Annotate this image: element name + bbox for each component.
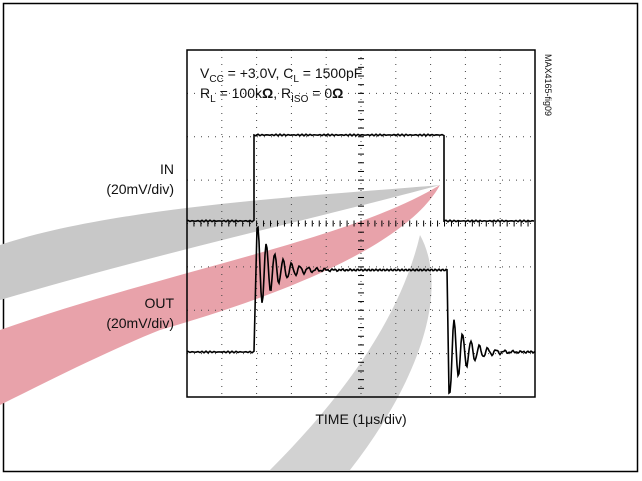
- subscript: L: [210, 94, 216, 105]
- text: , R: [273, 85, 291, 101]
- channel-name: OUT: [144, 295, 174, 311]
- subscript: CC: [209, 74, 223, 85]
- watermark-gray-2: [270, 235, 432, 470]
- text: = 0: [308, 85, 332, 101]
- out-trace: [186, 225, 536, 395]
- channel-scale: (20mV/div): [106, 315, 174, 331]
- channel-scale: (20mV/div): [106, 181, 174, 197]
- text: = +3.0V, C: [224, 65, 294, 81]
- channel-name: IN: [160, 161, 174, 177]
- watermark-gray: [0, 185, 440, 300]
- figure-id: MAX4165-fig09: [543, 54, 553, 116]
- x-axis-label: TIME (1μs/div): [315, 411, 406, 427]
- text: = 1500pF: [299, 65, 362, 81]
- subscript: L: [293, 74, 299, 85]
- text: = 100k: [216, 85, 263, 101]
- in-trace: [186, 133, 535, 223]
- conditions-line2: RL = 100kΩ, RISO = 0Ω: [200, 85, 343, 105]
- conditions-line1: VCC = +3.0V, CL = 1500pF: [200, 65, 362, 85]
- text: Ω: [262, 85, 273, 101]
- text: V: [200, 65, 210, 81]
- watermark-red: [0, 185, 440, 405]
- plot-frame: [186, 49, 536, 398]
- text: R: [200, 85, 210, 101]
- subscript: ISO: [291, 94, 308, 105]
- text: Ω: [332, 85, 343, 101]
